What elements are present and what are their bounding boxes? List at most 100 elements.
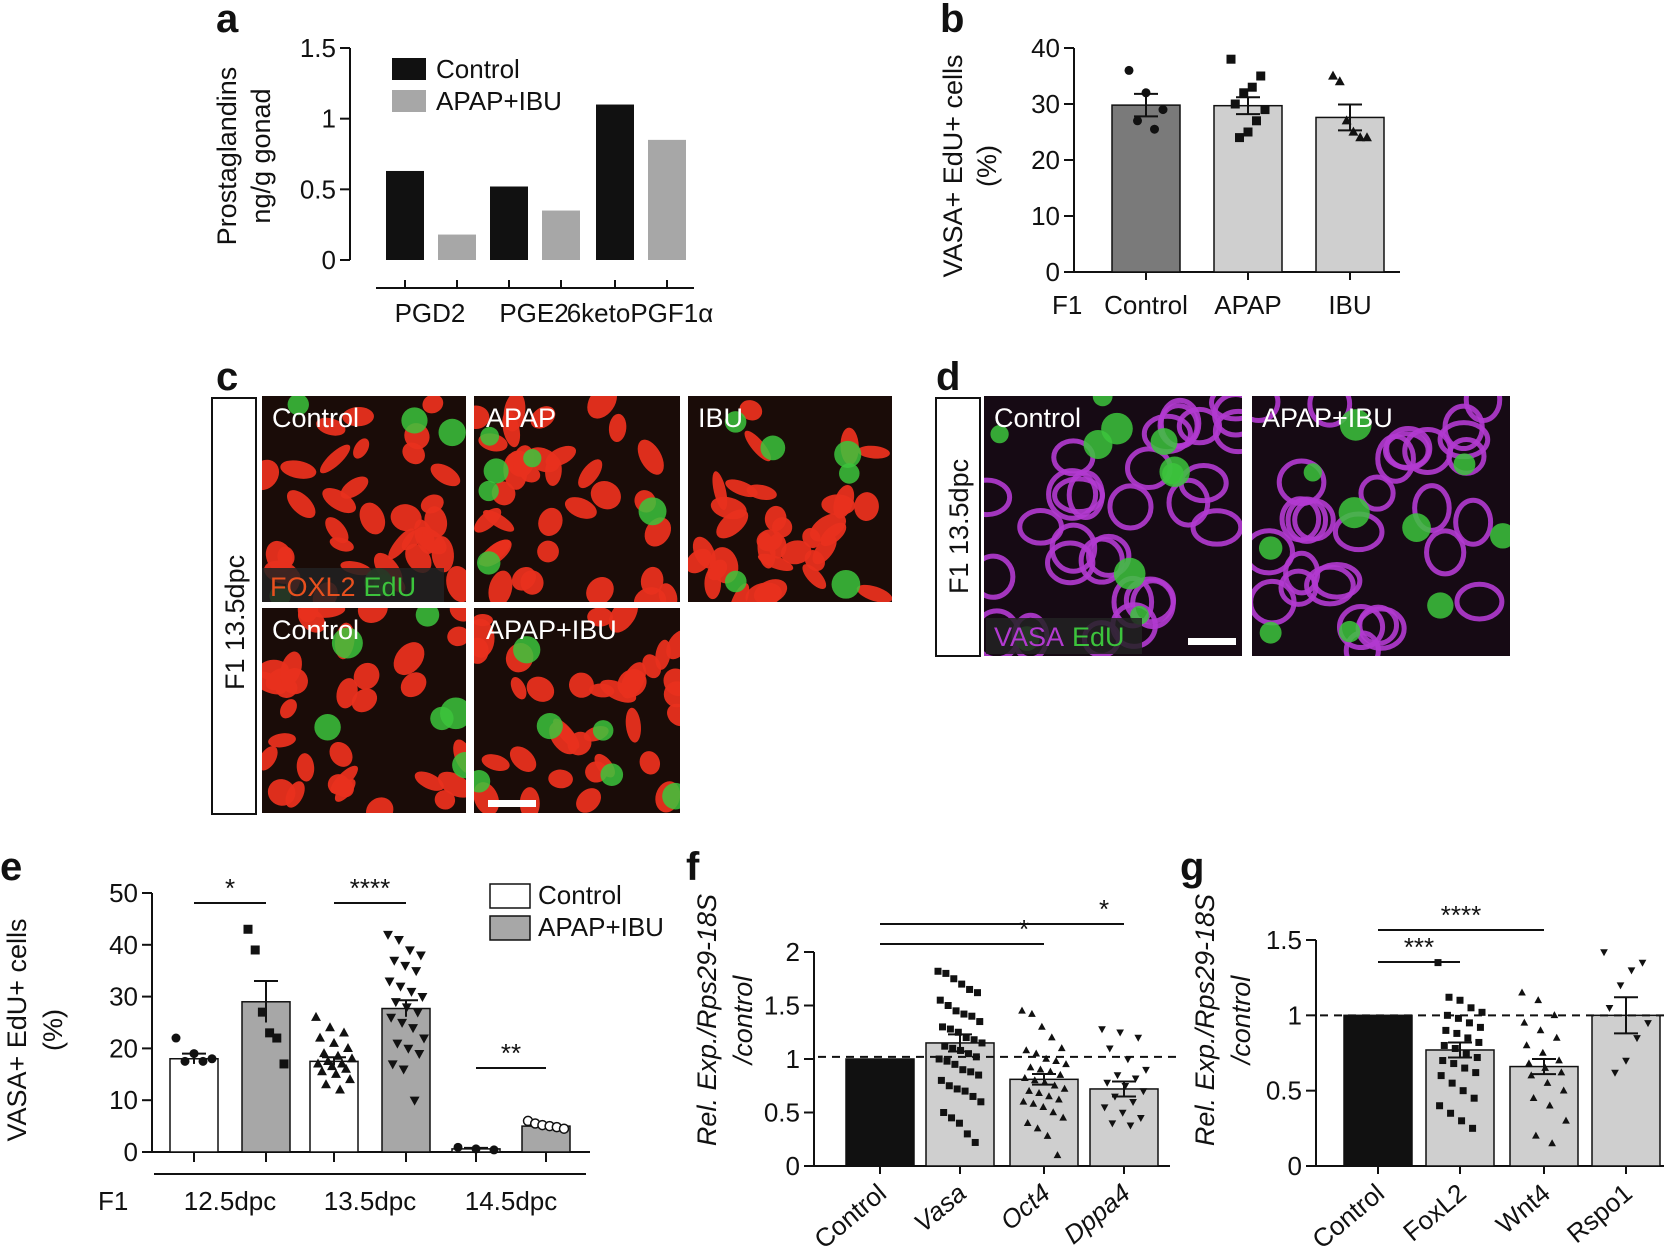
- foxl2-cell: [538, 507, 563, 536]
- foxl2-cell: [856, 584, 892, 602]
- point-e-0-1: [327, 1061, 337, 1071]
- stain-edu: EdU: [364, 572, 417, 602]
- foxl2-cell: [587, 608, 614, 627]
- bar-a-1-1: [542, 210, 580, 260]
- point-f-2: [1032, 1049, 1041, 1057]
- point-e-1-1: [404, 946, 415, 956]
- foxl2-cell: [334, 777, 354, 798]
- ytick-label-e: 20: [109, 1033, 138, 1063]
- edu-nucleus: [1259, 621, 1282, 644]
- tile-label-c1: Control: [272, 403, 359, 433]
- panel-d-stain-key: VASA EdU: [994, 622, 1125, 652]
- bar-e-1-0: [241, 1001, 291, 1153]
- foxl2-cell: [590, 480, 621, 510]
- point-g-2: [1541, 1063, 1550, 1071]
- panel-d-side-box: [935, 397, 981, 657]
- point-f-1: [975, 1071, 983, 1079]
- point-g-3: [1638, 959, 1647, 967]
- foxl2-cell: [710, 496, 747, 520]
- point-f-2: [1030, 1076, 1039, 1084]
- point-f-2: [1043, 1131, 1052, 1139]
- xtick-label-b-0: Control: [1104, 290, 1188, 320]
- point-f-2: [1029, 1099, 1038, 1107]
- point-f-3: [1131, 1075, 1140, 1083]
- point-g-2: [1538, 1048, 1547, 1056]
- point-g-2: [1520, 1018, 1529, 1026]
- edu-nucleus: [1402, 513, 1431, 542]
- foxl2-cell: [526, 676, 555, 702]
- foxl2-cell: [768, 533, 787, 559]
- point-g-2: [1557, 1068, 1566, 1076]
- legend-swatch-a-1: [392, 90, 426, 112]
- point-e-0-2: [453, 1142, 463, 1152]
- point-g-1: [1451, 1044, 1459, 1052]
- vasa-cell: [1212, 396, 1242, 438]
- bar-f-0: [845, 1058, 915, 1167]
- point-f-3: [1100, 1104, 1109, 1112]
- point-f-1: [940, 1109, 948, 1116]
- point-f-2: [1053, 1151, 1062, 1159]
- point-f-2: [1019, 1097, 1028, 1105]
- edu-nucleus: [1490, 523, 1510, 549]
- bar-g-3: [1591, 1014, 1661, 1167]
- vasa-cell: [1453, 497, 1494, 547]
- edu-nucleus: [662, 782, 680, 810]
- vasa-cell: [1463, 396, 1503, 423]
- point-f-1: [960, 1010, 968, 1018]
- point-e-1-1: [390, 998, 401, 1008]
- foxl2-cell: [481, 754, 510, 771]
- point-f-1: [951, 1060, 959, 1068]
- point-f-2: [1052, 1056, 1060, 1064]
- point-b-0: [1124, 65, 1134, 75]
- point-e-1-1: [397, 1018, 408, 1028]
- vasa-cell: [1424, 528, 1467, 577]
- vasa-cell: [1276, 458, 1327, 507]
- y-axis-title-f-2: /control: [728, 975, 758, 1067]
- point-g-1: [1464, 1034, 1472, 1042]
- edu-nucleus: [638, 497, 667, 526]
- point-f-1: [955, 1119, 963, 1127]
- point-e-1-0: [250, 945, 260, 955]
- foxl2-cell: [366, 797, 394, 813]
- point-b-2: [1348, 126, 1359, 136]
- panel-d-micrographs: F1 13.5dpc Control APAP+IBU VASA EdU: [935, 396, 1510, 657]
- point-f-3: [1108, 1120, 1117, 1128]
- micrograph-c-apap: [474, 396, 680, 602]
- point-g-1: [1462, 1049, 1470, 1057]
- xtick-label-g-3: Rspo1: [1561, 1178, 1638, 1249]
- point-g-1: [1448, 1079, 1456, 1087]
- panel-letter-c: c: [216, 355, 238, 399]
- foxl2-cell: [589, 683, 615, 698]
- point-e-0-1: [315, 1032, 325, 1042]
- foxl2-cell: [548, 769, 573, 789]
- ytick-label-a: 0.5: [300, 174, 336, 204]
- point-g-1: [1456, 996, 1464, 1004]
- point-b-1: [1230, 99, 1240, 109]
- scale-bar-d: [1188, 638, 1236, 645]
- xtick-label-a-0: PGD2: [395, 298, 466, 328]
- edu-nucleus: [724, 411, 747, 433]
- group-label-b: F1: [1052, 290, 1082, 320]
- point-f-1: [954, 1028, 962, 1036]
- xtick-label-g-0: Control: [1306, 1178, 1389, 1255]
- point-f-3: [1116, 1029, 1124, 1037]
- vasa-cell: [1209, 396, 1242, 422]
- vasa-cell: [1454, 581, 1505, 622]
- point-f-2: [1045, 1092, 1053, 1100]
- point-f-2: [1018, 1006, 1026, 1014]
- edu-nucleus: [480, 426, 500, 446]
- foxl2-cell: [359, 502, 386, 535]
- panel-c-micrographs: F1 13.5dpc Control APAP IBU Control APAP…: [211, 396, 892, 815]
- foxl2-cell: [281, 668, 308, 695]
- point-f-2: [1062, 1060, 1070, 1068]
- point-b-1: [1252, 116, 1261, 126]
- foxl2-cell: [510, 677, 527, 700]
- point-f-1: [937, 1076, 945, 1084]
- bar-a-1-2: [648, 139, 686, 260]
- bar-a-0-2: [596, 104, 634, 261]
- vasa-cell: [1052, 476, 1106, 515]
- foxl2-cell: [420, 494, 444, 514]
- foxl2-cell: [640, 566, 664, 595]
- sig-label-e-0: *: [225, 873, 235, 903]
- edu-nucleus: [839, 463, 860, 484]
